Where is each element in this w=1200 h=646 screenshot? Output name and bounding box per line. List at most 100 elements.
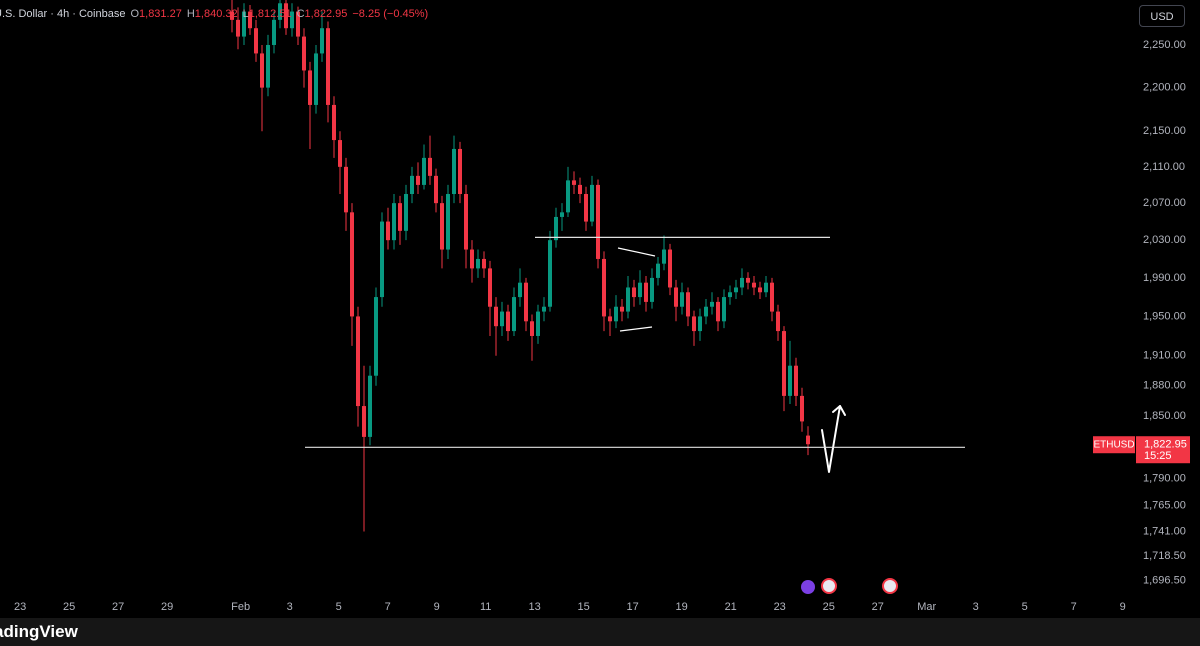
candle-body bbox=[380, 221, 384, 298]
candle-body bbox=[230, 11, 234, 20]
x-tick-label: 3 bbox=[973, 601, 979, 613]
candle-body bbox=[248, 11, 252, 29]
candle-body bbox=[290, 11, 294, 29]
candle-body bbox=[404, 194, 408, 231]
candle-body bbox=[788, 365, 792, 396]
y-tick-label: 1,950.00 bbox=[1143, 310, 1186, 322]
ohlc-value: 1,831.27 bbox=[139, 8, 182, 20]
candle-body bbox=[542, 306, 546, 312]
candle-body bbox=[752, 282, 756, 288]
price-tag-text: 1,822.95 bbox=[1144, 439, 1187, 451]
candle-body bbox=[692, 316, 696, 332]
candle-body bbox=[338, 140, 342, 167]
candle-body bbox=[410, 175, 414, 195]
candle-body bbox=[620, 306, 624, 312]
candle-body bbox=[566, 180, 570, 213]
candle-body bbox=[476, 258, 480, 269]
candle-body bbox=[800, 395, 804, 422]
candle-body bbox=[518, 282, 522, 298]
candle-body bbox=[260, 53, 264, 88]
ohlc-key: L bbox=[242, 8, 249, 20]
x-tick-label: 19 bbox=[676, 601, 688, 613]
x-tick-label: 25 bbox=[823, 601, 835, 613]
candle-body bbox=[278, 3, 282, 20]
footer: TradingView bbox=[0, 618, 1200, 646]
ohlc-value: 1,822.95 bbox=[304, 8, 348, 20]
x-tick-label: 5 bbox=[336, 601, 342, 613]
x-tick-label: 3 bbox=[287, 601, 293, 613]
x-tick-label: 5 bbox=[1022, 601, 1028, 613]
candle-body bbox=[650, 277, 654, 302]
brand: TradingView bbox=[0, 622, 78, 641]
y-tick-label: 1,850.00 bbox=[1143, 410, 1186, 422]
x-tick-label: 11 bbox=[480, 601, 491, 613]
candle-body bbox=[440, 203, 444, 250]
candle-body bbox=[554, 216, 558, 241]
candle-body bbox=[782, 331, 786, 396]
y-tick-label: 2,070.00 bbox=[1143, 197, 1186, 209]
candle-body bbox=[242, 11, 246, 37]
x-tick-label: 7 bbox=[1071, 601, 1077, 613]
candle-body bbox=[680, 292, 684, 307]
candle-body bbox=[386, 221, 390, 241]
x-tick-label: 23 bbox=[774, 601, 786, 613]
y-tick-label: 1,880.00 bbox=[1143, 380, 1186, 392]
candle-body bbox=[500, 311, 504, 327]
candle-body bbox=[266, 44, 270, 88]
candle-body bbox=[512, 297, 516, 332]
candle-body bbox=[482, 258, 486, 269]
candle-body bbox=[740, 277, 744, 288]
candle-body bbox=[434, 175, 438, 204]
currency-button[interactable]: USD bbox=[1139, 5, 1185, 27]
candle-body bbox=[632, 287, 636, 298]
x-tick-label: 9 bbox=[434, 601, 440, 613]
candle-body bbox=[254, 28, 258, 54]
candle-body bbox=[722, 297, 726, 322]
candle-body bbox=[284, 3, 288, 29]
candle-body bbox=[506, 311, 510, 332]
candle-body bbox=[626, 287, 630, 312]
x-tick-label: 27 bbox=[872, 601, 884, 613]
candle-body bbox=[572, 180, 576, 185]
candle-body bbox=[272, 19, 276, 45]
symbol-tag bbox=[1093, 436, 1135, 454]
x-tick-label: 13 bbox=[529, 601, 541, 613]
ohlc-value: 1,812.51 bbox=[248, 8, 292, 20]
candle-body bbox=[770, 282, 774, 312]
x-tick-label: Feb bbox=[231, 601, 250, 613]
candle-body bbox=[428, 157, 432, 176]
candle-body bbox=[662, 249, 666, 264]
candle-body bbox=[296, 11, 300, 37]
candle-body bbox=[446, 194, 450, 250]
candle-body bbox=[686, 292, 690, 317]
x-tick-label: 15 bbox=[578, 601, 590, 613]
y-tick-label: 1,741.00 bbox=[1143, 525, 1186, 537]
ohlc-value: 1,840.32 bbox=[194, 8, 238, 20]
candle-body bbox=[674, 287, 678, 307]
candle-body bbox=[704, 306, 708, 317]
candle-body bbox=[458, 148, 462, 195]
x-tick-label: 21 bbox=[725, 601, 737, 613]
candle-body bbox=[656, 263, 660, 278]
symbol-tag-text: ETHUSD bbox=[1093, 439, 1134, 450]
chart: 2,250.00 2,200.00 2,150.00 2,110.00 2,070.00… bbox=[14, 0, 1190, 613]
x-tick-label: 9 bbox=[1120, 601, 1126, 613]
candle-body bbox=[416, 175, 420, 185]
countdown-text: 15:25 bbox=[1144, 450, 1172, 462]
y-tick-label: 1,718.50 bbox=[1143, 550, 1186, 562]
x-tick-label: 17 bbox=[627, 601, 639, 613]
flag-drawing bbox=[617, 247, 656, 332]
y-tick-label: 2,030.00 bbox=[1143, 234, 1186, 246]
candle-body bbox=[356, 316, 360, 407]
candle-body bbox=[716, 301, 720, 322]
symbol: U.S. Dollar · 4h · Coinbase bbox=[0, 8, 126, 20]
candle-body bbox=[488, 268, 492, 307]
candle-body bbox=[668, 249, 672, 288]
candle-body bbox=[746, 277, 750, 283]
x-tick-label: 29 bbox=[161, 601, 173, 613]
candle-body bbox=[320, 28, 324, 54]
candle-body bbox=[638, 282, 642, 298]
candle-body bbox=[452, 148, 456, 195]
y-tick-label: 1,990.00 bbox=[1143, 272, 1186, 284]
